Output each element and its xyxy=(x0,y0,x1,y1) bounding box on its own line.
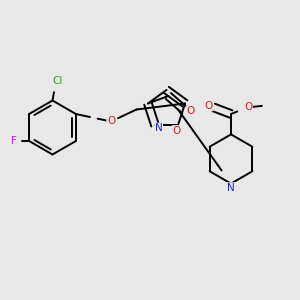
Text: N: N xyxy=(227,183,235,193)
Text: N: N xyxy=(155,123,163,133)
Text: O: O xyxy=(244,102,253,112)
Text: F: F xyxy=(11,136,17,146)
Text: O: O xyxy=(186,106,194,116)
Text: Cl: Cl xyxy=(53,76,63,86)
Text: O: O xyxy=(172,126,181,136)
Text: O: O xyxy=(107,116,115,127)
Text: O: O xyxy=(204,101,212,111)
